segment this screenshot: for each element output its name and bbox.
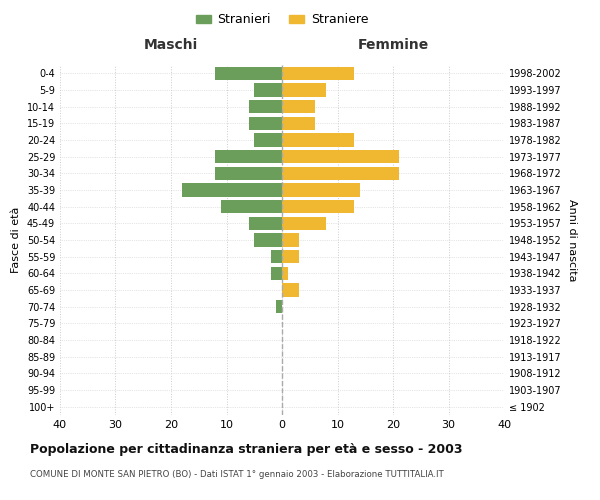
Bar — [282, 284, 299, 296]
Bar — [277, 300, 282, 314]
Text: Femmine: Femmine — [358, 38, 428, 52]
Bar — [282, 200, 354, 213]
Bar — [254, 234, 282, 246]
Bar — [249, 100, 282, 114]
Text: Popolazione per cittadinanza straniera per età e sesso - 2003: Popolazione per cittadinanza straniera p… — [30, 442, 463, 456]
Bar — [282, 250, 299, 264]
Bar — [215, 166, 282, 180]
Y-axis label: Fasce di età: Fasce di età — [11, 207, 21, 273]
Bar — [254, 134, 282, 146]
Bar — [221, 200, 282, 213]
Bar — [271, 250, 282, 264]
Bar — [282, 216, 326, 230]
Text: COMUNE DI MONTE SAN PIETRO (BO) - Dati ISTAT 1° gennaio 2003 - Elaborazione TUTT: COMUNE DI MONTE SAN PIETRO (BO) - Dati I… — [30, 470, 444, 479]
Bar — [282, 84, 326, 96]
Bar — [249, 216, 282, 230]
Bar — [282, 166, 398, 180]
Bar — [282, 184, 360, 196]
Bar — [249, 116, 282, 130]
Bar — [282, 234, 299, 246]
Bar — [182, 184, 282, 196]
Bar — [282, 266, 287, 280]
Bar — [282, 66, 354, 80]
Bar — [271, 266, 282, 280]
Text: Maschi: Maschi — [144, 38, 198, 52]
Bar — [215, 150, 282, 164]
Bar — [254, 84, 282, 96]
Bar — [282, 116, 316, 130]
Bar — [282, 134, 354, 146]
Bar — [282, 100, 316, 114]
Legend: Stranieri, Straniere: Stranieri, Straniere — [191, 8, 373, 31]
Bar — [282, 150, 398, 164]
Y-axis label: Anni di nascita: Anni di nascita — [567, 198, 577, 281]
Bar — [215, 66, 282, 80]
